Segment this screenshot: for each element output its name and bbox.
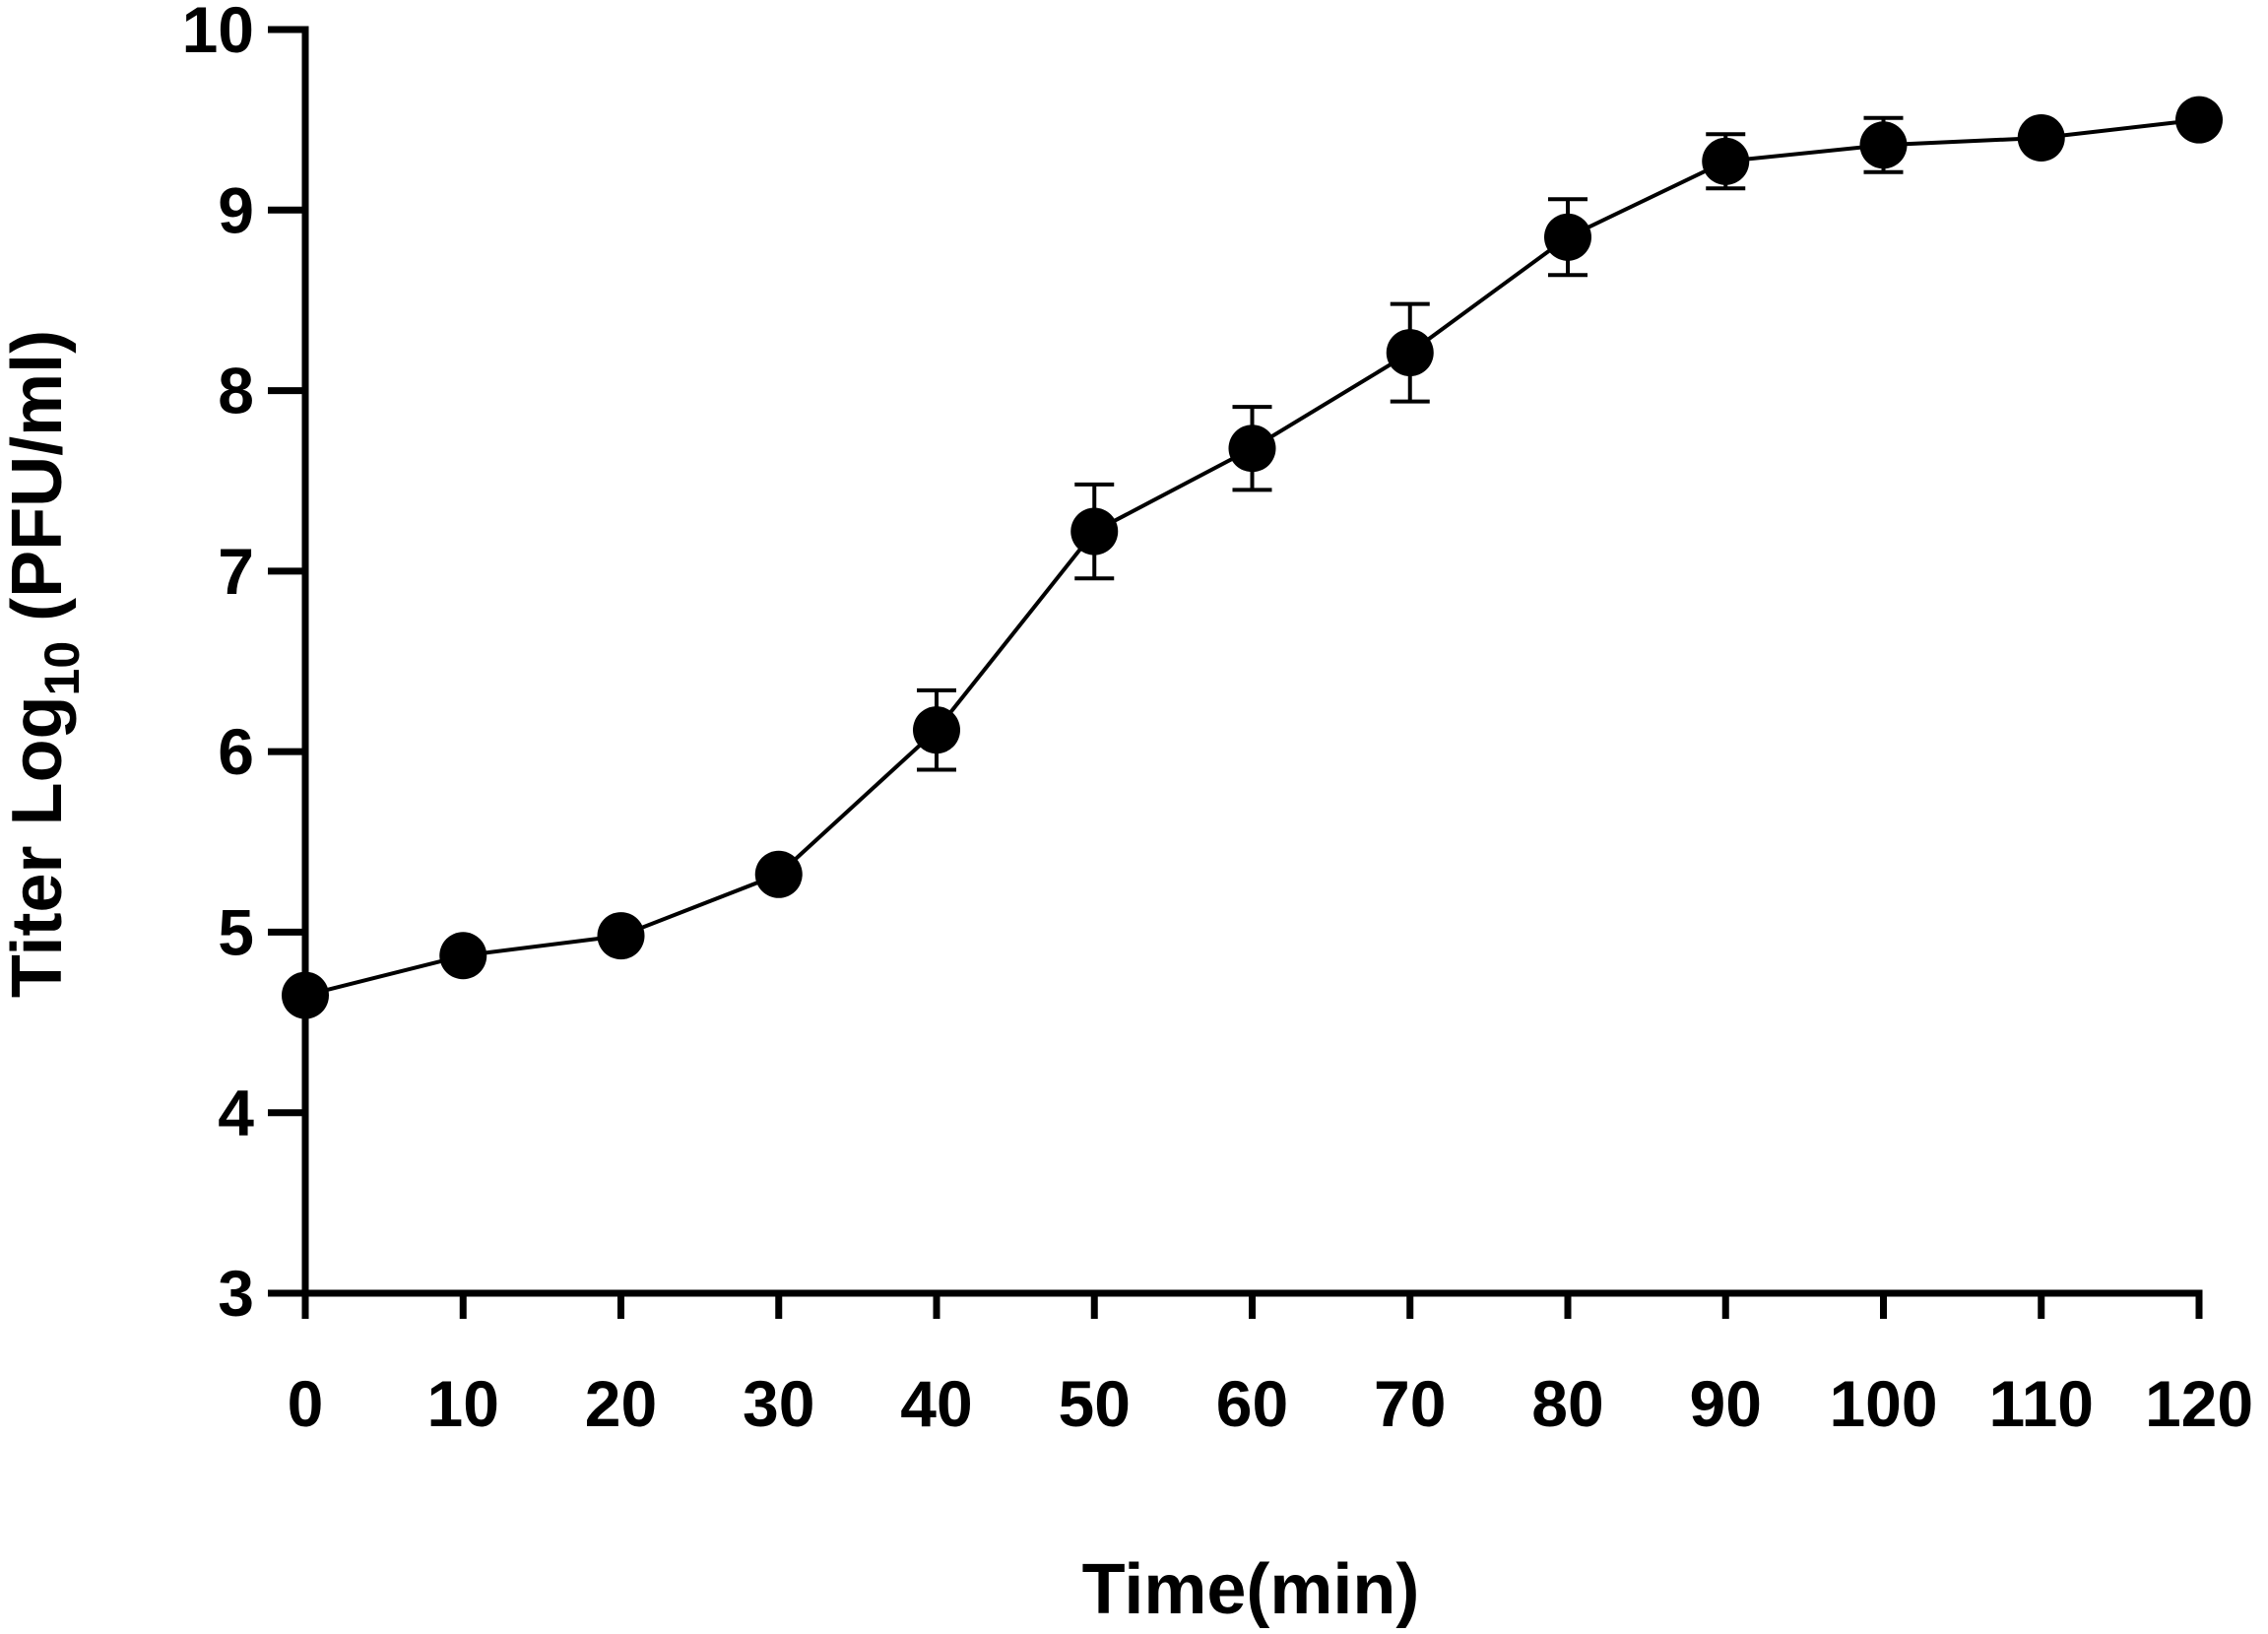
data-point [1386, 329, 1434, 377]
x-tick-label: 40 [900, 1367, 972, 1440]
series-layer [282, 96, 2223, 1019]
y-axis-title: Titer Log10 (PFU/ml) [0, 330, 90, 998]
x-tick-label: 90 [1690, 1367, 1762, 1440]
data-point [913, 706, 960, 754]
data-point [2175, 96, 2223, 144]
y-tick-label: 8 [218, 355, 254, 427]
x-axis-ticks: 0 10 20 30 40 50 60 70 80 90 100 110 120 [288, 1293, 2253, 1440]
x-tick-label: 10 [427, 1367, 499, 1440]
data-point [439, 932, 487, 980]
y-axis-title-prefix: Titer Log [0, 695, 77, 998]
x-tick-label: 20 [585, 1367, 657, 1440]
y-axis-title-suffix: (PFU/ml) [0, 330, 77, 641]
x-tick-label: 100 [1829, 1367, 1937, 1440]
data-point [1859, 121, 1908, 169]
x-tick-label: 0 [288, 1367, 324, 1440]
data-point [1702, 137, 1750, 185]
x-tick-label: 30 [743, 1367, 814, 1440]
x-tick-label: 60 [1216, 1367, 1288, 1440]
data-point [1544, 213, 1591, 261]
x-tick-label: 80 [1531, 1367, 1603, 1440]
data-point [1228, 425, 1276, 473]
series-line [304, 117, 2200, 998]
y-tick-label: 6 [218, 715, 254, 788]
chart-axes [301, 26, 2203, 1297]
y-tick-label: 5 [218, 895, 254, 968]
data-point [2017, 113, 2065, 162]
y-axis-title-subscript: 10 [34, 641, 90, 696]
data-point [282, 971, 329, 1019]
x-tick-label: 70 [1374, 1367, 1446, 1440]
y-tick-label: 9 [218, 173, 254, 246]
x-tick-label: 110 [1989, 1367, 2094, 1440]
data-point [1070, 507, 1119, 556]
y-tick-label: 7 [218, 535, 254, 608]
y-tick-label: 4 [218, 1077, 254, 1149]
x-axis-title: Time(min) [1082, 1550, 1420, 1629]
y-axis-ticks: 3 4 5 6 7 8 9 10 [182, 0, 305, 1330]
y-tick-label: 3 [218, 1257, 254, 1330]
data-point [754, 850, 803, 898]
data-point [597, 912, 645, 960]
x-tick-label: 50 [1059, 1367, 1131, 1440]
x-tick-label: 120 [2145, 1367, 2253, 1440]
y-tick-label: 10 [182, 0, 254, 66]
